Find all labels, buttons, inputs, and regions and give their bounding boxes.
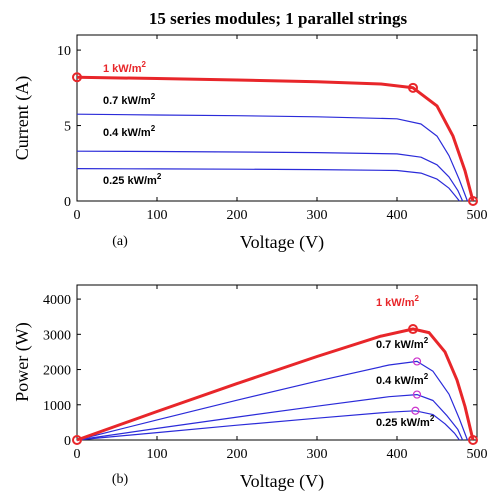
series-label-0: 1 kW/m2: [376, 294, 420, 309]
series-label-2: 0.4 kW/m2: [376, 372, 429, 387]
series-label-text: 1 kW/m: [376, 297, 415, 309]
series-marker-0: [72, 435, 82, 445]
series-line-0: [76, 327, 475, 442]
series-marker-0: [468, 196, 478, 206]
y-tick-label: 4000: [43, 293, 71, 308]
series-label-sup: 2: [142, 60, 147, 69]
series-label-text: 0.4 kW/m: [376, 375, 424, 387]
panel-pv-curves: 0 100 200 300 400 500 0 1000 2000 3000 4000 Voltage…: [12, 284, 488, 492]
x-tick-label: 300: [307, 208, 328, 223]
series-line-3: [76, 410, 460, 441]
y-axis-label: Power (W): [12, 322, 33, 401]
series-marker-0: [408, 324, 418, 335]
series-label-0: 1 kW/m2: [103, 60, 147, 75]
y-axis-label: Current (A): [12, 76, 33, 160]
series-marker-2: [412, 390, 422, 399]
plot-area: [76, 284, 478, 441]
x-tick-label: 100: [147, 208, 168, 223]
series-marker-0: [468, 435, 478, 445]
series-label-sup: 2: [151, 92, 156, 101]
panel-label: (b): [112, 472, 129, 487]
x-axis-label: Voltage (V): [240, 471, 324, 492]
series-label-text: 1 kW/m: [103, 63, 142, 75]
x-tick-label: 400: [387, 208, 408, 223]
series-label-sup: 2: [157, 172, 162, 181]
series-label-1: 0.7 kW/m2: [376, 336, 429, 351]
series-label-text: 0.4 kW/m: [103, 127, 151, 139]
series-label-3: 0.25 kW/m2: [376, 414, 435, 429]
series-line-3: [76, 168, 460, 202]
y-tick-label: 1000: [43, 399, 71, 414]
series-marker-1: [412, 357, 422, 366]
series-label-text: 0.25 kW/m: [376, 417, 430, 429]
y-tick-label: 2000: [43, 364, 71, 379]
x-tick-label: 0: [74, 447, 81, 462]
x-tick-label: 200: [227, 447, 248, 462]
series-line-2: [76, 150, 464, 202]
x-axis-label: Voltage (V): [240, 232, 324, 253]
series-marker-0: [408, 82, 418, 93]
series-label-1: 0.7 kW/m2: [103, 92, 156, 107]
x-tick-label: 200: [227, 208, 248, 223]
series-line-1: [76, 113, 468, 202]
series-label-sup: 2: [151, 124, 156, 133]
panel-label: (a): [112, 234, 128, 249]
y-tick-label: 5: [64, 120, 71, 135]
series-marker-3: [411, 406, 420, 415]
x-tick-label: 300: [307, 447, 328, 462]
series-label-sup: 2: [424, 372, 429, 381]
x-tick-label: 500: [467, 208, 488, 223]
y-tick-label: 0: [64, 434, 71, 449]
chart-title: 15 series modules; 1 parallel strings: [149, 9, 408, 28]
series-line-1: [76, 360, 468, 441]
series-label-text: 0.25 kW/m: [103, 175, 157, 187]
series-label-sup: 2: [415, 294, 420, 303]
panel-iv-curves: 0 100 200 300 400 500 0 5 10 Voltage (V) Current (…: [12, 34, 488, 253]
series-label-text: 0.7 kW/m: [376, 339, 424, 351]
series-label-sup: 2: [424, 336, 429, 345]
plot-area: [76, 34, 478, 202]
y-tick-label: 0: [64, 195, 71, 210]
x-tick-label: 0: [74, 208, 81, 223]
series-line-0: [76, 75, 475, 202]
series-label-2: 0.4 kW/m2: [103, 124, 156, 139]
series-label-text: 0.7 kW/m: [103, 95, 151, 107]
x-tick-label: 100: [147, 447, 168, 462]
series-label-3: 0.25 kW/m2: [103, 172, 162, 187]
series-label-sup: 2: [430, 414, 435, 423]
series-marker-0: [72, 72, 82, 83]
x-tick-label: 500: [467, 447, 488, 462]
series-line-2: [76, 394, 464, 441]
y-tick-label: 10: [57, 44, 71, 59]
x-tick-label: 400: [387, 447, 408, 462]
y-tick-label: 3000: [43, 328, 71, 343]
